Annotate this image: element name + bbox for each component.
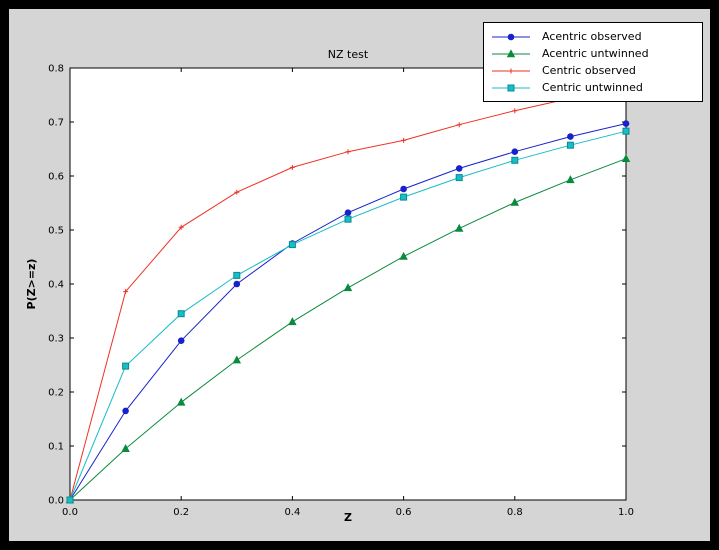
x-tick-label: 0.2 [173, 507, 189, 518]
y-tick-label: 0.7 [48, 118, 64, 129]
marker [454, 223, 464, 232]
marker [566, 141, 574, 149]
y-axis-label: P(Z>=z) [25, 258, 38, 310]
marker [122, 362, 130, 370]
legend-label: Acentric untwinned [542, 47, 649, 60]
x-tick-label: 0.0 [62, 507, 78, 518]
marker [455, 165, 463, 172]
marker [456, 122, 462, 128]
y-tick-label: 0.4 [48, 280, 64, 291]
x-tick-label: 0.8 [507, 507, 523, 518]
marker [621, 154, 631, 162]
marker [455, 174, 463, 182]
marker [234, 189, 240, 195]
legend-item: Centric observed [490, 62, 696, 79]
marker [344, 215, 352, 223]
marker [123, 289, 129, 295]
marker [232, 355, 242, 364]
marker [177, 337, 185, 345]
marker [400, 193, 408, 201]
marker [511, 156, 519, 164]
legend-label: Acentric observed [542, 30, 642, 43]
marker [344, 209, 352, 216]
marker [622, 120, 630, 127]
legend-label: Centric untwinned [542, 81, 643, 94]
marker [178, 224, 184, 230]
marker [622, 127, 630, 135]
marker [507, 84, 515, 91]
marker [510, 197, 520, 206]
y-tick-label: 0.1 [48, 442, 64, 453]
legend-sample-line [492, 84, 530, 91]
x-tick-label: 1.0 [618, 507, 634, 518]
marker [177, 310, 185, 318]
x-tick-label: 0.6 [396, 507, 412, 518]
marker [566, 175, 575, 184]
marker [511, 148, 519, 155]
x-axis-label: Z [344, 511, 352, 524]
legend-sample-line [492, 68, 530, 73]
y-tick-label: 0.5 [48, 226, 64, 237]
marker [233, 280, 241, 288]
y-tick-label: 0.6 [48, 172, 64, 183]
marker [66, 496, 74, 504]
legend: Acentric observed Acentric untwinned Centr… [483, 22, 703, 102]
marker [399, 251, 408, 260]
marker [288, 241, 296, 249]
legend-sample-line [492, 48, 530, 57]
marker [508, 68, 514, 73]
marker [288, 317, 297, 326]
legend-items: Acentric observed Acentric untwinned Centr… [490, 28, 696, 96]
legend-label: Centric observed [542, 64, 636, 77]
marker [401, 137, 407, 143]
marker [233, 271, 241, 279]
y-tick-label: 0.8 [48, 64, 64, 75]
x-tick-label: 0.4 [284, 507, 300, 518]
legend-item: Acentric untwinned [490, 45, 696, 62]
marker [507, 33, 515, 40]
marker [506, 48, 516, 57]
marker [176, 397, 186, 406]
legend-item: Centric untwinned [490, 79, 696, 96]
marker [345, 149, 351, 155]
marker [512, 108, 518, 114]
marker [567, 133, 574, 140]
y-tick-label: 0.3 [48, 334, 64, 345]
marker [121, 444, 130, 452]
marker [122, 407, 129, 415]
chart-title: NZ test [327, 48, 369, 61]
legend-item: Acentric observed [490, 28, 696, 45]
legend-sample-line [492, 33, 530, 40]
marker [400, 185, 407, 193]
marker [289, 164, 295, 170]
y-tick-label: 0.0 [48, 496, 64, 507]
marker [343, 283, 353, 292]
y-tick-label: 0.2 [48, 388, 64, 399]
